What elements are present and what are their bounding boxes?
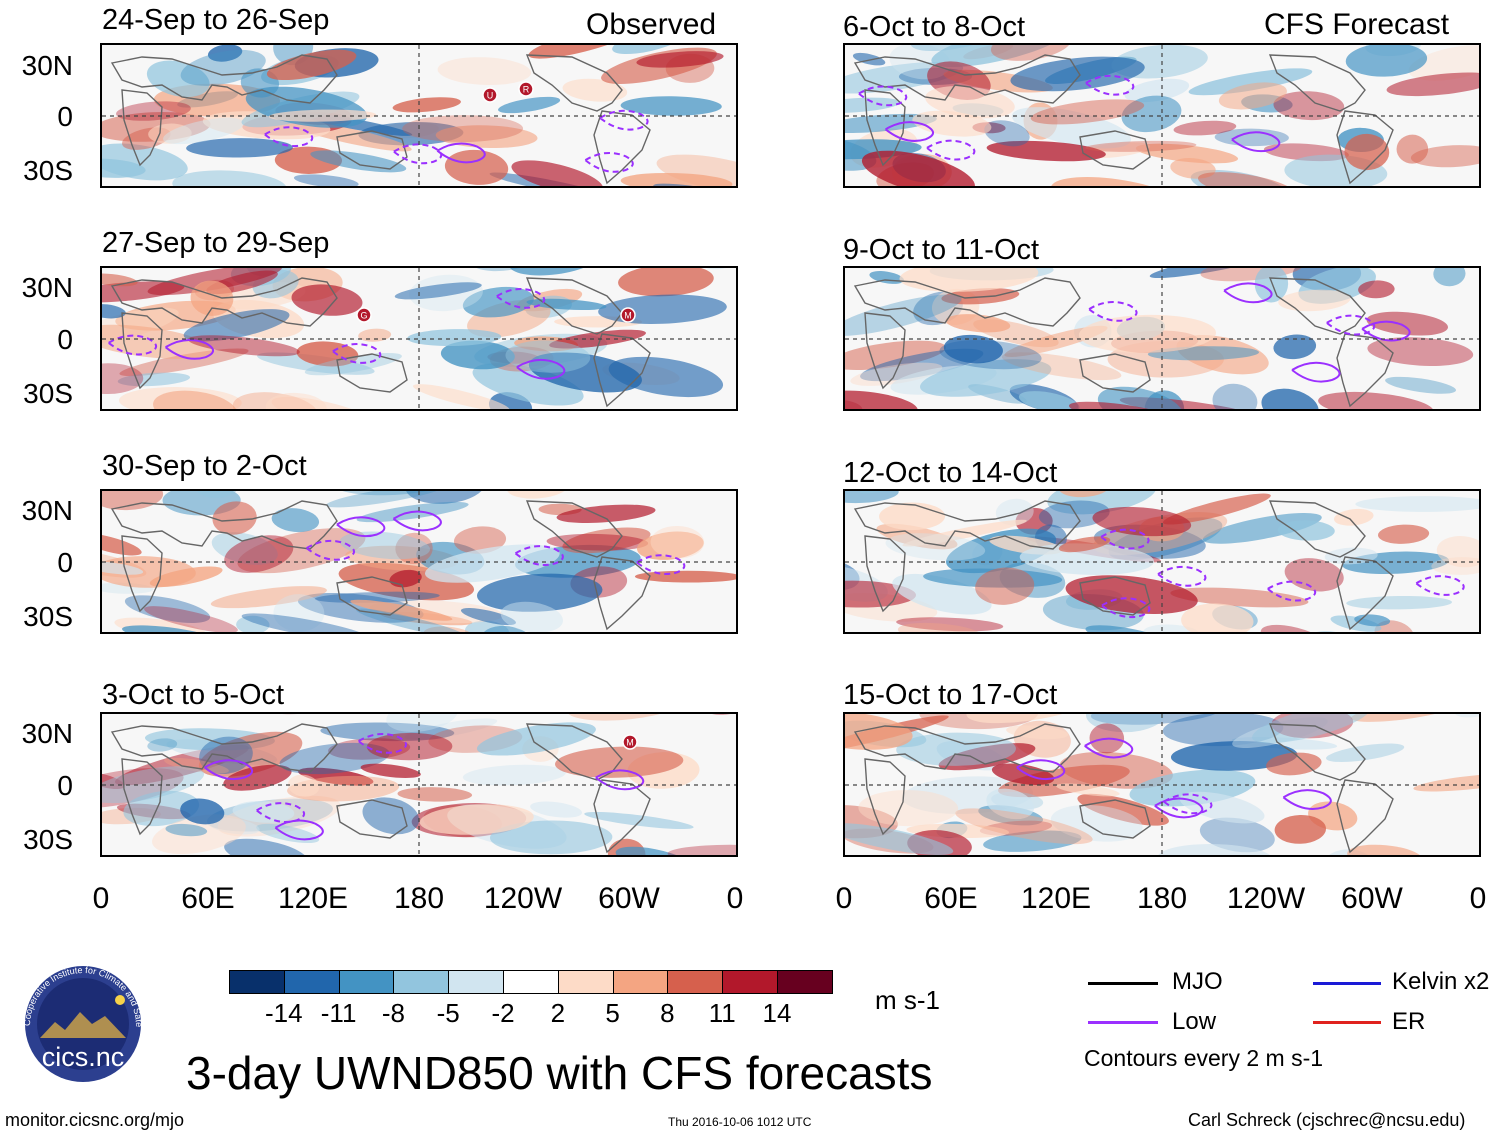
figure-title: 3-day UWND850 with CFS forecasts <box>186 1047 933 1099</box>
lat-0-1: 0 <box>57 101 73 132</box>
lon-120w-left: 120W <box>483 882 563 915</box>
svg-text:M: M <box>624 311 632 321</box>
legend-er-label: ER <box>1392 1008 1426 1035</box>
lat-0-3: 0 <box>57 547 73 578</box>
panel-title-fc-1: 6-Oct to 8-Oct <box>843 11 1026 43</box>
colorbar-unit: m s-1 <box>875 985 940 1015</box>
lat-0-2: 0 <box>57 324 73 355</box>
map-panel-obs-3 <box>100 489 738 634</box>
colorbar-swatch <box>448 970 504 994</box>
panel-title-obs-4: 3-Oct to 5-Oct <box>102 679 285 711</box>
map-panel-obs-4: M <box>100 712 738 857</box>
colorbar-swatch <box>393 970 450 994</box>
legend-low-line <box>1088 1021 1158 1024</box>
colorbar-tick-label: -2 <box>491 998 515 1028</box>
lon-0-left: 0 <box>92 882 110 915</box>
legend-er-line <box>1313 1021 1381 1024</box>
legend-low-label: Low <box>1172 1008 1217 1035</box>
colorbar-swatch <box>667 970 724 994</box>
map-panel-fc-2 <box>843 266 1481 411</box>
lon-60e-left: 60E <box>181 882 235 915</box>
colorbar-swatch <box>338 970 395 994</box>
lat-30n-1: 30N <box>21 50 73 81</box>
lat-30s-1: 30S <box>23 155 73 186</box>
storm-marker: R <box>518 81 534 97</box>
legend-mjo-line <box>1088 982 1158 985</box>
map-panel-fc-3 <box>843 489 1481 634</box>
colorbar-swatch <box>283 970 340 994</box>
storm-marker: M <box>622 734 638 750</box>
lat-30s-4: 30S <box>23 824 73 855</box>
svg-text:M: M <box>626 738 634 748</box>
colorbar-swatch <box>229 970 285 994</box>
contour-note: Contours every 2 m s-1 <box>1084 1045 1324 1071</box>
footer-timestamp: Thu 2016-10-06 1012 UTC <box>668 1115 812 1129</box>
map-panel-fc-1 <box>843 43 1481 188</box>
cfs-forecast-label: CFS Forecast <box>1264 8 1450 41</box>
storm-marker: G <box>356 307 372 323</box>
storm-marker: M <box>620 307 636 323</box>
lat-30n-4: 30N <box>21 718 73 749</box>
lon-180-right: 180 <box>1136 882 1188 915</box>
colorbar-swatch <box>503 970 559 994</box>
lon-0-right: 0 <box>835 882 853 915</box>
colorbar-tick-label: 8 <box>660 998 675 1028</box>
lon-180-left: 180 <box>393 882 445 915</box>
observed-label: Observed <box>586 8 717 41</box>
colorbar-tick-label: 14 <box>762 998 792 1028</box>
lon-120e-right: 120E <box>1020 882 1092 915</box>
footer-url[interactable]: monitor.cicsnc.org/mjo <box>5 1110 185 1130</box>
footer-author: Carl Schreck (cjschrec@ncsu.edu) <box>1188 1110 1466 1130</box>
colorbar-tick-label: -5 <box>436 998 460 1028</box>
panel-title-fc-4: 15-Oct to 17-Oct <box>843 679 1058 711</box>
colorbar-tick-label: -11 <box>320 998 357 1028</box>
lon-0-end-right: 0 <box>1469 882 1487 915</box>
colorbar-tick-label: 11 <box>708 998 736 1028</box>
lat-30n-3: 30N <box>21 495 73 526</box>
logo-text: cics.nc <box>42 1042 125 1072</box>
lat-30n-2: 30N <box>21 272 73 303</box>
lat-0-4: 0 <box>57 770 73 801</box>
lat-30s-2: 30S <box>23 378 73 409</box>
colorbar-swatch <box>612 970 669 994</box>
lon-60w-left: 60W <box>598 882 660 915</box>
cics-logo: Cooperative Institute for Climate and Sa… <box>10 960 144 1082</box>
panel-title-fc-2: 9-Oct to 11-Oct <box>843 234 1040 266</box>
storm-marker: U <box>482 87 498 103</box>
colorbar-tick-label: -14 <box>265 998 303 1028</box>
legend-kelvin-line <box>1313 982 1381 985</box>
lat-30s-3: 30S <box>23 601 73 632</box>
panel-title-obs-2: 27-Sep to 29-Sep <box>102 227 330 259</box>
lon-120e-left: 120E <box>277 882 349 915</box>
colorbar-swatch <box>777 970 833 994</box>
lon-0-end-left: 0 <box>726 882 744 915</box>
colorbar-swatch <box>722 970 778 994</box>
legend-mjo-label: MJO <box>1172 968 1223 995</box>
colorbar-tick-label: -8 <box>381 998 405 1028</box>
colorbar-tick-label: 2 <box>550 998 566 1028</box>
map-panel-fc-4 <box>843 712 1481 857</box>
colorbar-swatch <box>557 970 614 994</box>
panel-title-fc-3: 12-Oct to 14-Oct <box>843 457 1058 489</box>
svg-text:U: U <box>487 91 494 101</box>
panel-title-obs-3: 30-Sep to 2-Oct <box>102 450 307 482</box>
svg-text:G: G <box>360 311 367 321</box>
svg-text:R: R <box>523 85 530 95</box>
lon-120w-right: 120W <box>1226 882 1306 915</box>
colorbar-tick-label: 5 <box>605 998 620 1028</box>
panel-title-obs-1: 24-Sep to 26-Sep <box>102 4 330 36</box>
lon-60w-right: 60W <box>1341 882 1403 915</box>
legend-kelvin-label: Kelvin x2 <box>1392 968 1490 995</box>
lon-60e-right: 60E <box>924 882 978 915</box>
